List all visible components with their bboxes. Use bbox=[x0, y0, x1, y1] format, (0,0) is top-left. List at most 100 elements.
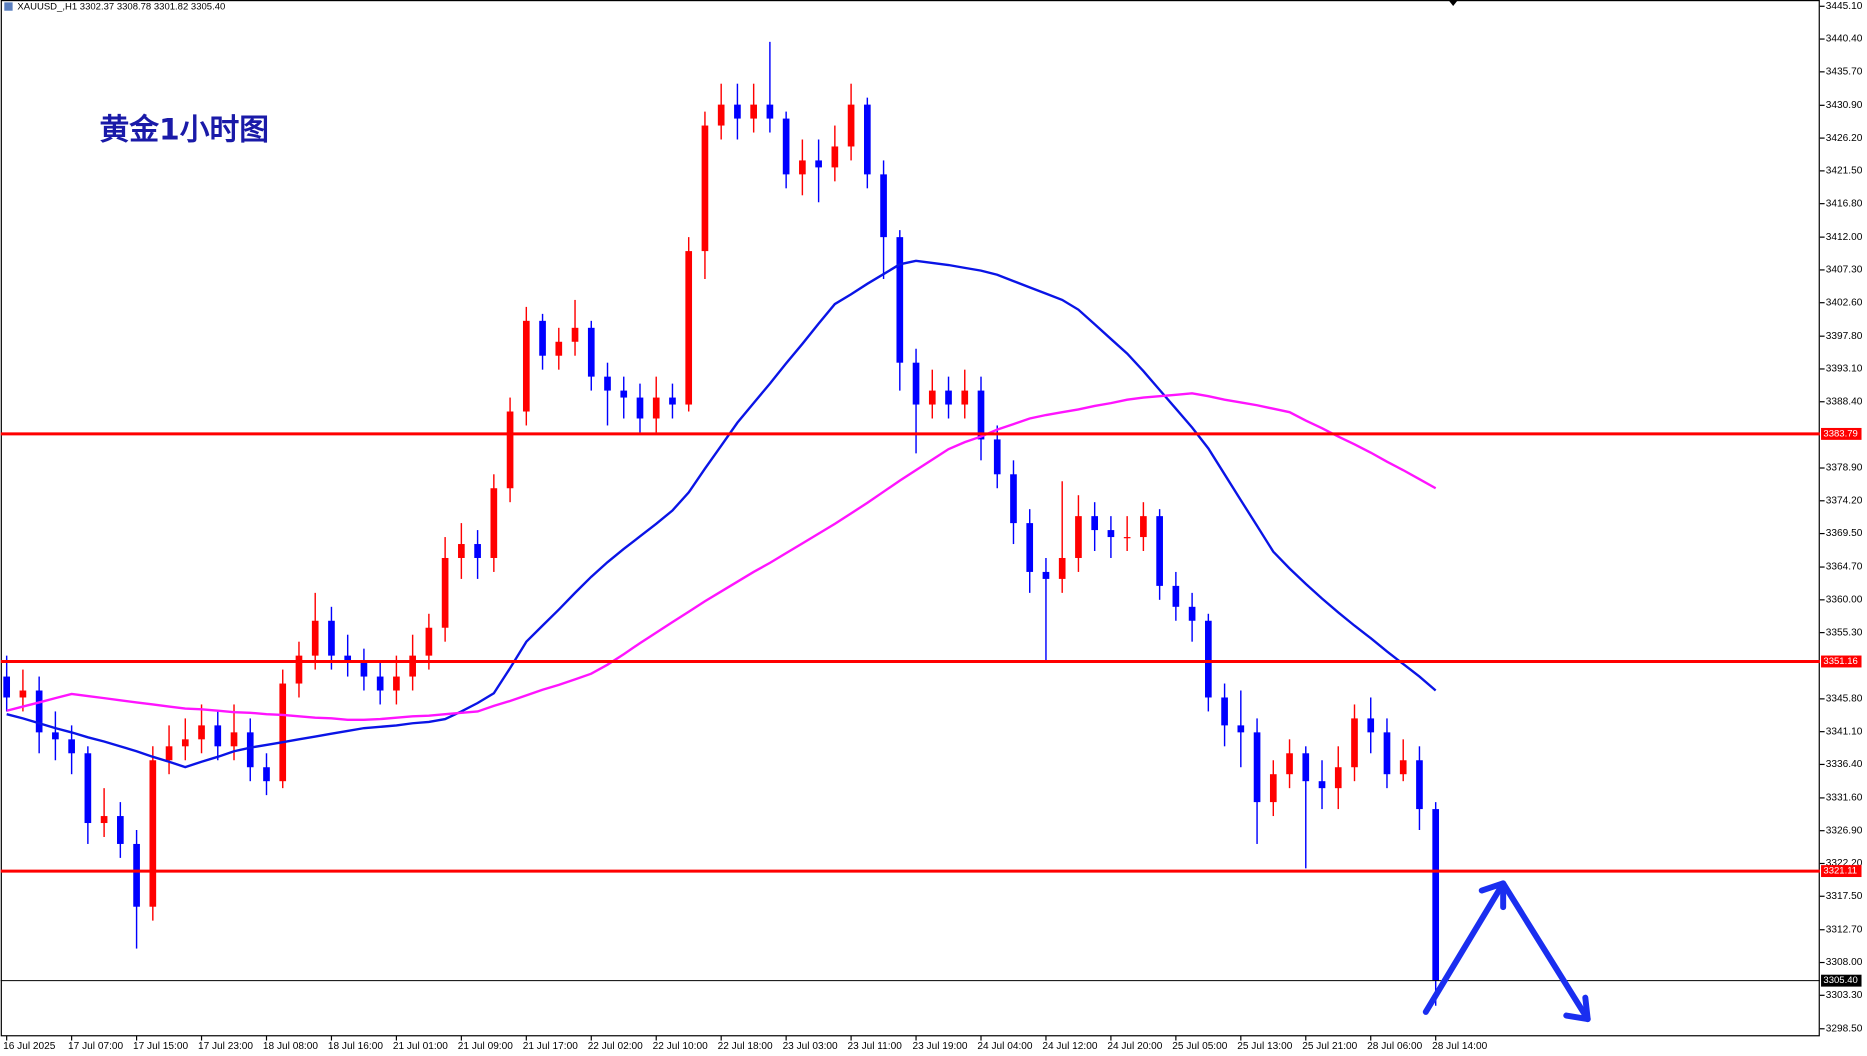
candle-body bbox=[1318, 781, 1326, 789]
candle-body bbox=[912, 362, 920, 405]
candle-body bbox=[1351, 718, 1358, 768]
x-tick-label: 23 Jul 03:00 bbox=[783, 1041, 838, 1052]
candle-body bbox=[847, 104, 855, 147]
candle-body bbox=[1156, 516, 1163, 586]
y-tick-label: 3416.80 bbox=[1826, 198, 1863, 209]
candle-body bbox=[1058, 557, 1066, 579]
candle-body bbox=[1075, 516, 1082, 558]
candle-body bbox=[100, 816, 108, 824]
candle-body bbox=[815, 160, 822, 168]
candle-body bbox=[1367, 718, 1375, 733]
candle-body bbox=[1286, 753, 1293, 775]
moving-average bbox=[6, 392, 1437, 721]
x-tick-label: 22 Jul 10:00 bbox=[653, 1041, 708, 1052]
candle-body bbox=[393, 676, 400, 691]
candle-body bbox=[620, 390, 628, 398]
y-tick-label: 3322.20 bbox=[1826, 858, 1863, 869]
y-tick-label: 3336.40 bbox=[1826, 759, 1863, 770]
level-label-box bbox=[1821, 655, 1862, 668]
x-tick-label: 24 Jul 20:00 bbox=[1107, 1041, 1162, 1052]
candle-body bbox=[1010, 474, 1017, 524]
candle-body bbox=[133, 843, 140, 907]
y-tick-label: 3298.50 bbox=[1826, 1023, 1863, 1034]
candle-body bbox=[782, 118, 790, 175]
candle-body bbox=[458, 544, 465, 558]
candle-body bbox=[165, 746, 173, 761]
y-tick-label: 3308.00 bbox=[1826, 957, 1863, 968]
candle-body bbox=[295, 655, 303, 684]
candle-body bbox=[831, 146, 839, 168]
x-tick-label: 28 Jul 06:00 bbox=[1367, 1041, 1422, 1052]
y-tick-label: 3341.10 bbox=[1826, 726, 1863, 737]
candle-body bbox=[409, 655, 416, 677]
level-label: 3321.11 bbox=[1823, 866, 1857, 877]
y-tick-label: 3407.30 bbox=[1826, 265, 1863, 276]
x-tick-label: 21 Jul 01:00 bbox=[393, 1041, 448, 1052]
candle-body bbox=[441, 557, 449, 628]
y-tick-label: 3326.90 bbox=[1826, 825, 1863, 836]
candle-body bbox=[506, 411, 514, 489]
candles bbox=[3, 41, 1440, 1006]
candle-body bbox=[149, 760, 157, 907]
y-tick-label: 3364.70 bbox=[1826, 562, 1863, 573]
candle-body bbox=[1042, 571, 1050, 579]
candle-body bbox=[863, 104, 871, 175]
candle-body bbox=[1188, 606, 1196, 621]
x-tick-label: 23 Jul 19:00 bbox=[912, 1041, 967, 1052]
y-tick-label: 3388.40 bbox=[1826, 396, 1863, 407]
candle-body bbox=[35, 690, 43, 733]
candle-body bbox=[1269, 774, 1277, 803]
candle-body bbox=[1253, 732, 1261, 803]
y-tick-label: 3435.70 bbox=[1826, 67, 1863, 78]
candle-body bbox=[652, 397, 660, 419]
y-tick-label: 3393.10 bbox=[1826, 364, 1863, 375]
x-tick-label: 22 Jul 02:00 bbox=[588, 1041, 643, 1052]
y-tick-label: 3345.80 bbox=[1826, 694, 1863, 705]
y-tick-label: 3312.70 bbox=[1826, 924, 1863, 935]
candle-body bbox=[539, 320, 546, 356]
y-tick-label: 3430.90 bbox=[1826, 100, 1863, 111]
candle-body bbox=[1399, 760, 1407, 775]
candle-body bbox=[328, 620, 335, 656]
y-tick-label: 3421.50 bbox=[1826, 166, 1863, 177]
x-tick-label: 21 Jul 17:00 bbox=[523, 1041, 578, 1052]
candle-body bbox=[766, 104, 774, 119]
candle-body bbox=[198, 725, 205, 740]
y-tick-label: 3426.20 bbox=[1826, 133, 1863, 144]
candle-body bbox=[117, 816, 124, 844]
x-tick-label: 18 Jul 08:00 bbox=[263, 1041, 318, 1052]
candle-body bbox=[522, 320, 530, 412]
chart-title: 黄金1小时图 bbox=[100, 112, 269, 147]
x-tick-label: 18 Jul 16:00 bbox=[328, 1041, 383, 1052]
x-tick-label: 24 Jul 12:00 bbox=[1042, 1041, 1097, 1052]
level-label-box bbox=[1821, 427, 1862, 440]
candle-body bbox=[1123, 537, 1131, 539]
candle-body bbox=[1140, 516, 1147, 538]
arrow-head bbox=[1478, 880, 1507, 911]
candle-body bbox=[376, 676, 384, 691]
candle-body bbox=[1383, 732, 1391, 775]
candle-body bbox=[1237, 725, 1245, 733]
candle-body bbox=[263, 767, 270, 782]
candle-body bbox=[880, 174, 887, 238]
candle-body bbox=[425, 627, 433, 656]
candle-body bbox=[1334, 767, 1342, 789]
y-tick-label: 3355.30 bbox=[1826, 627, 1863, 638]
candle-body bbox=[928, 390, 936, 405]
candle-body bbox=[604, 376, 611, 391]
candle-body bbox=[3, 676, 11, 698]
candle-body bbox=[571, 327, 579, 342]
forecast-arrows bbox=[1422, 880, 1591, 1023]
x-tick-label: 23 Jul 11:00 bbox=[848, 1041, 903, 1052]
level-label: 3351.16 bbox=[1823, 656, 1857, 667]
candle-body bbox=[993, 439, 1001, 475]
candle-body bbox=[750, 104, 757, 119]
y-tick-label: 3317.50 bbox=[1826, 891, 1863, 902]
y-tick-label: 3369.50 bbox=[1826, 528, 1863, 539]
candle-body bbox=[636, 397, 644, 419]
overlays bbox=[0, 259, 1820, 982]
y-tick-label: 3331.60 bbox=[1826, 793, 1863, 804]
candle-body bbox=[474, 544, 481, 558]
candle-body bbox=[1221, 697, 1228, 726]
